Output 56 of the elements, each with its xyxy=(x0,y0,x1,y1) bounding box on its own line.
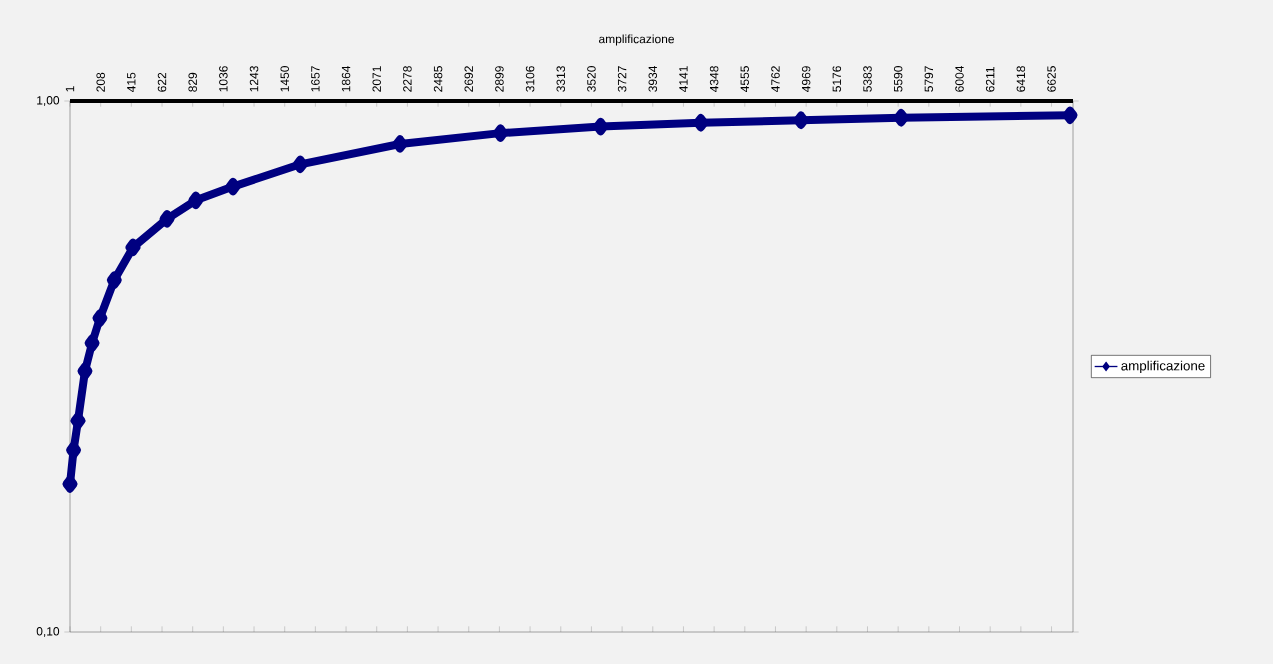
x-tick-label: 1243 xyxy=(249,66,259,92)
point xyxy=(1062,106,1078,124)
point xyxy=(125,238,141,257)
x-tick-label: 5590 xyxy=(893,66,903,92)
point xyxy=(893,109,909,127)
point xyxy=(66,441,82,459)
x-tick-label: 2692 xyxy=(464,66,473,92)
x-tick-label: 4348 xyxy=(709,66,719,93)
legend-label: amplificazione xyxy=(1121,360,1205,374)
x-tick-label: 3727 xyxy=(617,66,627,92)
x-tick-label: 6418 xyxy=(1016,66,1026,92)
x-tick-label: 208 xyxy=(96,72,105,92)
x-tick-label: 3934 xyxy=(648,65,658,92)
point xyxy=(62,475,78,493)
x-tick-label: 415 xyxy=(127,72,136,93)
x-tick-label: 6004 xyxy=(955,65,964,92)
chart-title: amplificazione xyxy=(599,34,674,46)
x-tick-label: 4555 xyxy=(740,66,749,93)
x-tick-label: 6211 xyxy=(985,67,995,92)
point xyxy=(392,135,408,153)
x-tick-label: 5383 xyxy=(863,66,872,92)
x-tick-label: 4762 xyxy=(771,66,780,93)
point xyxy=(84,334,100,352)
point xyxy=(106,271,122,289)
point xyxy=(593,117,609,136)
x-tick-label: 3520 xyxy=(587,66,596,92)
point xyxy=(92,309,108,327)
point xyxy=(70,412,86,430)
point xyxy=(188,191,204,210)
x-tick-label: 6625 xyxy=(1047,66,1056,92)
point xyxy=(77,362,93,380)
point xyxy=(693,114,709,132)
x-tick-label: 4141 xyxy=(679,66,688,93)
point xyxy=(793,111,809,129)
x-tick-label: 4969 xyxy=(801,66,811,93)
x-tick-label: 2278 xyxy=(403,66,412,92)
x-tick-label: 1036 xyxy=(219,66,228,92)
x-tick-label: 622 xyxy=(157,72,167,92)
x-tick-label: 829 xyxy=(188,72,197,92)
x-tick-label: 2071 xyxy=(372,66,381,92)
y-tick-label: 1,00 xyxy=(37,96,60,106)
x-tick-label: 1 xyxy=(65,86,75,92)
x-tick-label: 5176 xyxy=(832,66,842,92)
y-tick-label: 0,10 xyxy=(36,627,60,637)
point xyxy=(225,177,241,196)
x-tick-label: 1864 xyxy=(341,65,351,92)
x-tick-label: 1657 xyxy=(311,66,320,92)
point xyxy=(159,210,175,228)
x-tick-label: 2899 xyxy=(495,66,504,92)
x-tick-label: 1450 xyxy=(280,66,289,92)
x-tick-label: 3106 xyxy=(525,66,535,92)
point xyxy=(292,155,308,173)
point xyxy=(492,124,508,142)
x-tick-label: 5797 xyxy=(924,66,934,92)
x-tick-label: 2485 xyxy=(433,66,443,92)
x-tick-label: 3313 xyxy=(556,66,566,92)
